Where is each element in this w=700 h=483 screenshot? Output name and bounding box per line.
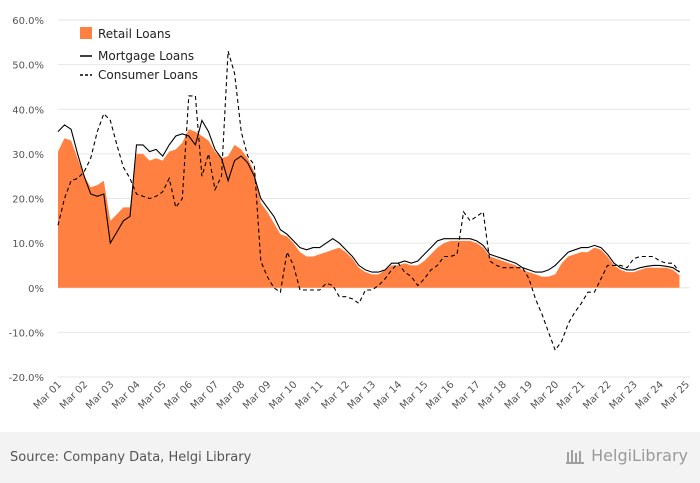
x-tick-label: Mar 11 xyxy=(293,379,325,411)
x-tick-label: Mar 07 xyxy=(189,379,221,411)
x-tick-label: Mar 15 xyxy=(398,379,430,411)
y-tick-label: 40.0% xyxy=(12,105,44,116)
x-tick-label: Mar 02 xyxy=(58,379,90,411)
x-tick-label: Mar 05 xyxy=(136,379,168,411)
series-lines xyxy=(57,51,680,352)
y-tick-label: 50.0% xyxy=(12,61,44,72)
library-icon xyxy=(566,449,585,464)
y-tick-label: 0% xyxy=(28,284,44,295)
x-tick-label: Mar 16 xyxy=(424,379,456,411)
source-text: Source: Company Data, Helgi Library xyxy=(10,450,252,465)
legend-swatch-retail xyxy=(80,27,92,39)
y-tick-label: 30.0% xyxy=(12,150,44,161)
x-tick-label: Mar 18 xyxy=(477,379,509,411)
brand-name: HelgiLibrary xyxy=(591,446,688,465)
y-tick-label: -20.0% xyxy=(9,373,44,384)
x-tick-label: Mar 01 xyxy=(32,379,64,411)
x-tick-label: Mar 12 xyxy=(320,379,352,411)
brand-logo: HelgiLibrary xyxy=(566,446,688,465)
footer: Source: Company Data, Helgi Library Helg… xyxy=(0,432,700,483)
x-tick-label: Mar 04 xyxy=(110,379,142,411)
x-tick-label: Mar 22 xyxy=(581,379,613,411)
y-tick-label: 10.0% xyxy=(12,239,44,250)
y-tick-label: -10.0% xyxy=(9,328,44,339)
y-tick-label: 20.0% xyxy=(12,195,44,206)
legend: Retail Loans Mortgage Loans Consumer Loans xyxy=(80,27,198,82)
legend-label: Mortgage Loans xyxy=(98,49,194,63)
x-tick-label: Mar 23 xyxy=(607,379,639,411)
legend-label: Consumer Loans xyxy=(98,68,198,82)
x-tick-label: Mar 10 xyxy=(267,379,299,411)
consumer-loans-series xyxy=(57,51,680,352)
retail-loans-series xyxy=(58,129,680,288)
mortgage-loans-series xyxy=(57,118,680,273)
y-tick-label: 60.0% xyxy=(12,16,44,27)
x-tick-label: Mar 13 xyxy=(346,379,378,411)
x-tick-label: Mar 08 xyxy=(215,379,247,411)
x-tick-label: Mar 20 xyxy=(529,379,561,411)
x-tick-label: Mar 03 xyxy=(84,379,116,411)
x-tick-label: Mar 06 xyxy=(163,379,195,411)
retail-loans-area xyxy=(58,129,680,288)
x-tick-label: Mar 19 xyxy=(503,379,535,411)
x-tick-label: Mar 14 xyxy=(372,379,404,411)
y-axis-labels: 60.0% 50.0% 40.0% 30.0% 20.0% 10.0% 0% -10.0% -2… xyxy=(9,16,44,384)
x-tick-label: Mar 09 xyxy=(241,379,273,411)
legend-label: Retail Loans xyxy=(98,27,171,41)
x-tick-label: Mar 24 xyxy=(634,379,666,411)
x-tick-label: Mar 25 xyxy=(660,379,692,411)
chart: 60.0% 50.0% 40.0% 30.0% 20.0% 10.0% 0% -10.0% -2… xyxy=(9,16,693,412)
x-tick-label: Mar 17 xyxy=(450,379,482,411)
x-tick-label: Mar 21 xyxy=(555,379,587,411)
